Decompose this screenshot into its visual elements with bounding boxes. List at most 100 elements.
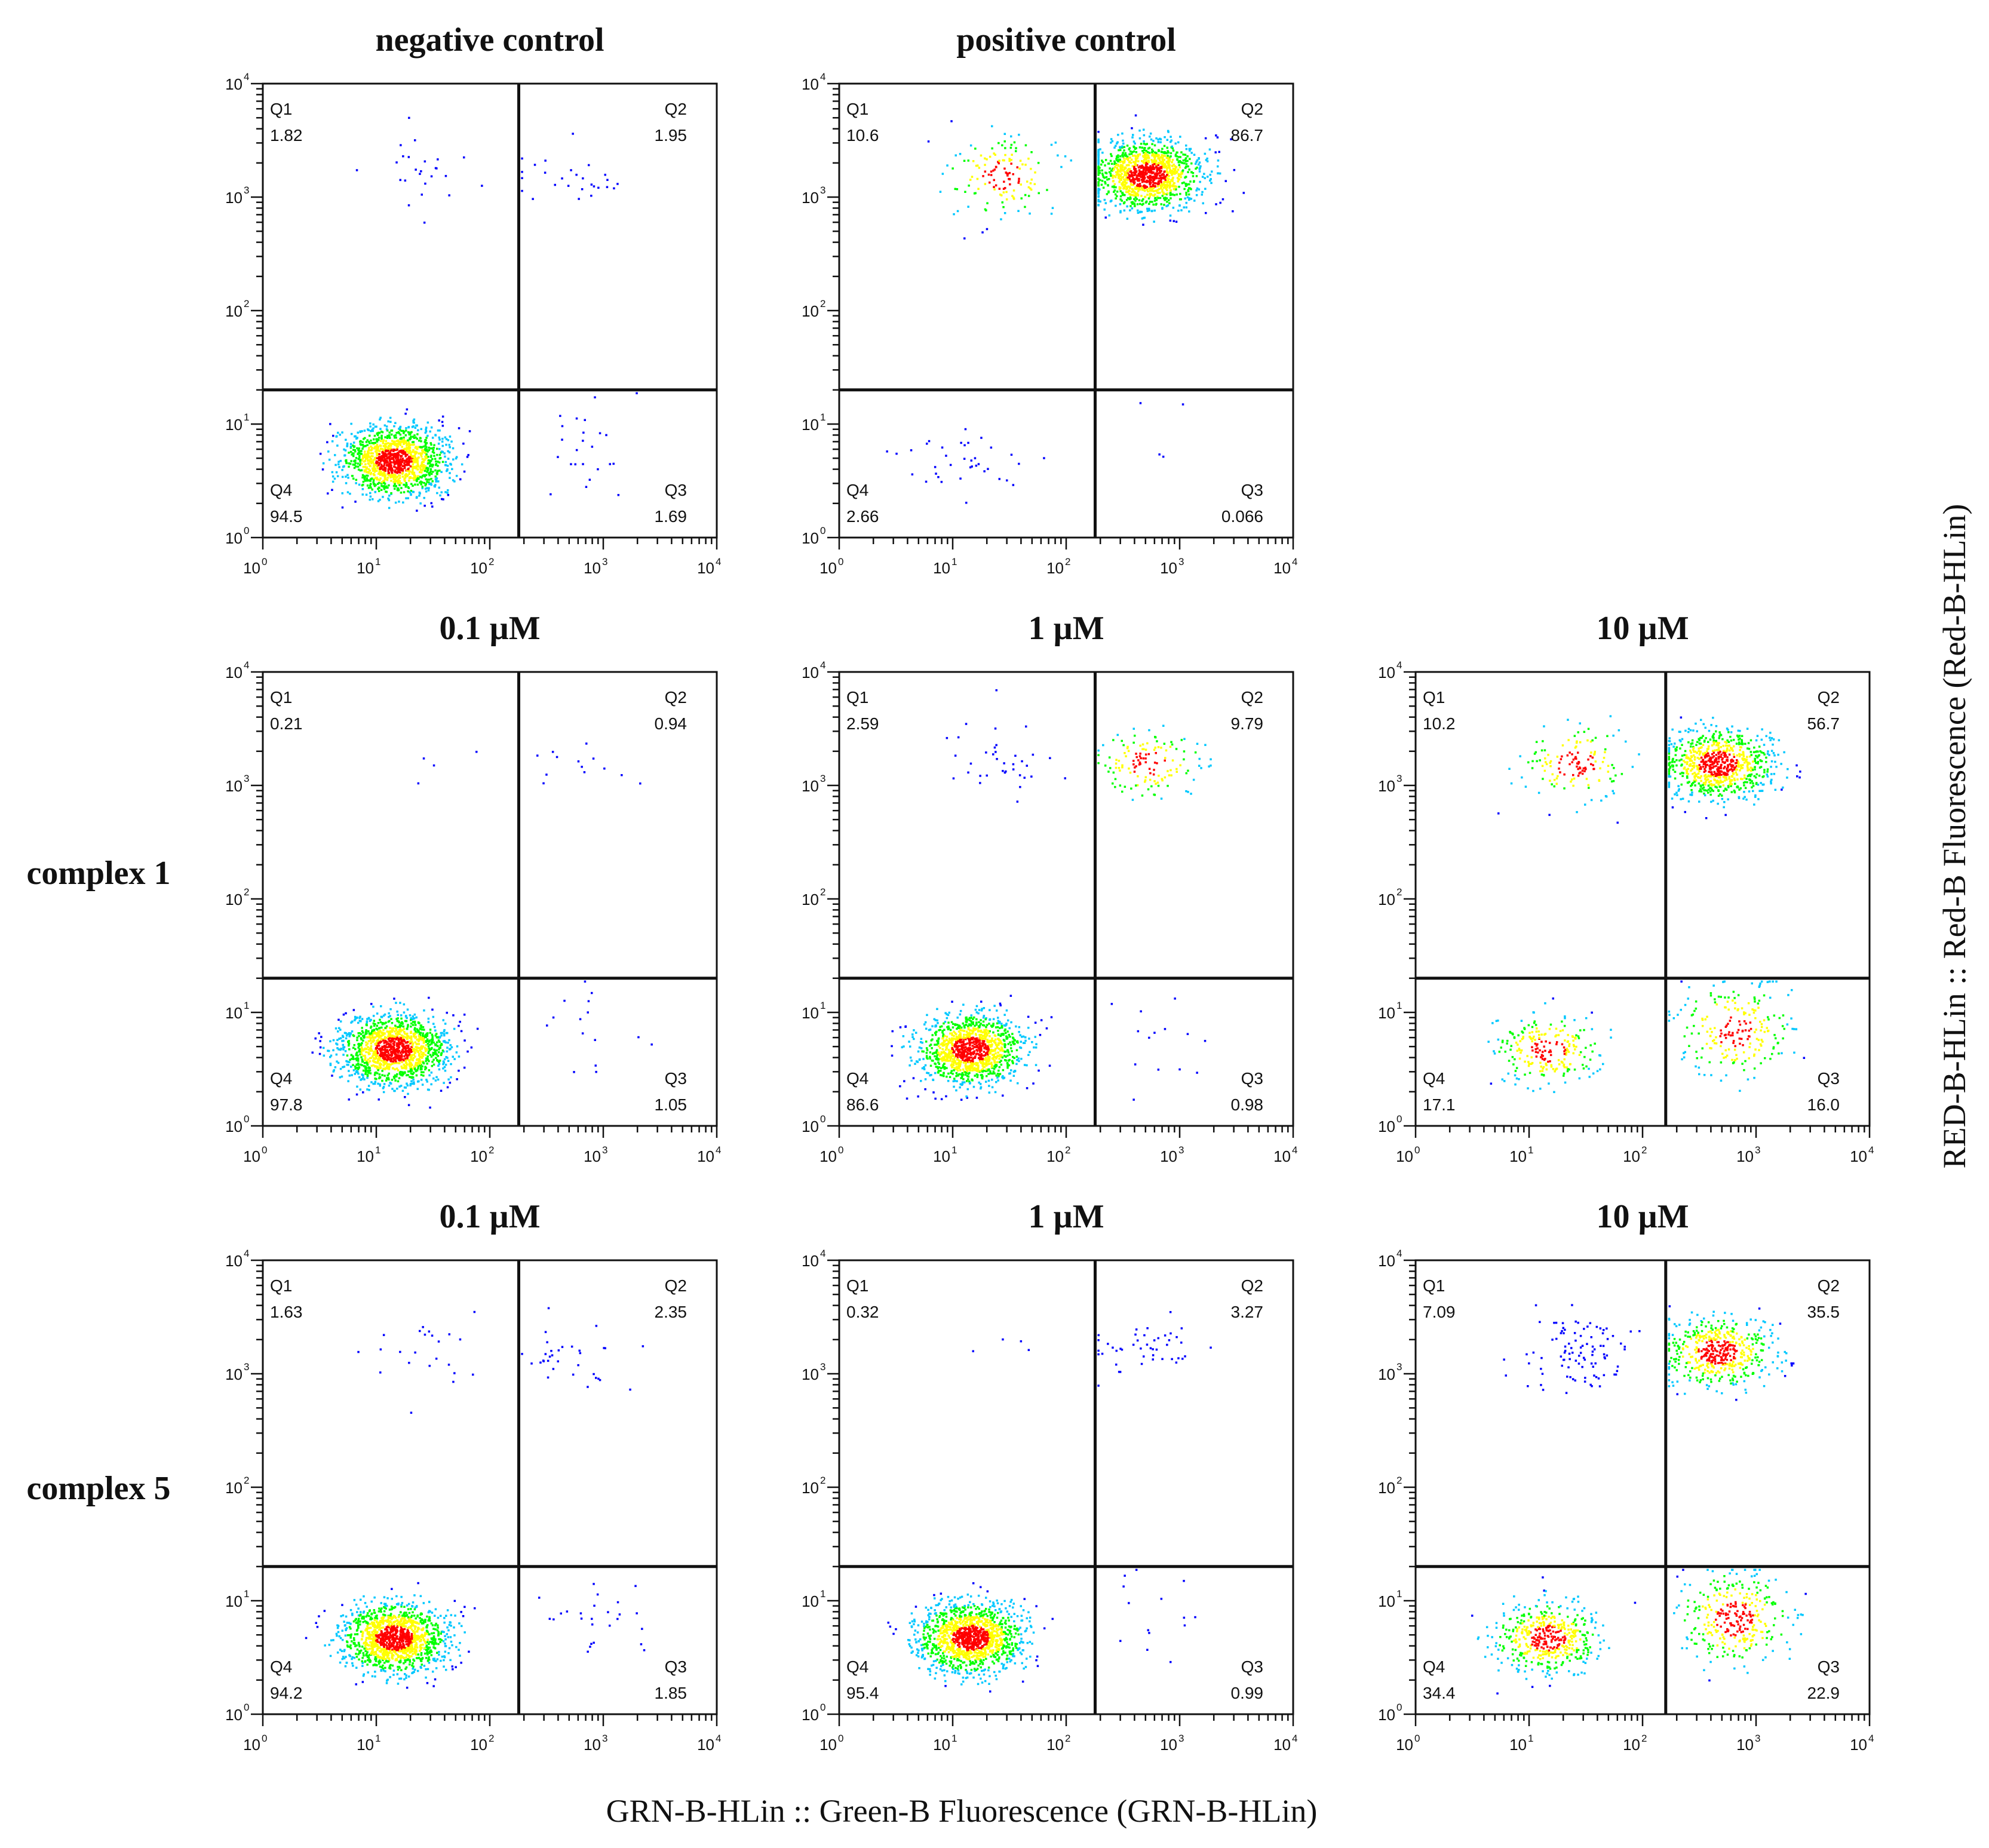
- event-dot: [397, 1080, 400, 1083]
- x-tick-label: 10: [470, 559, 487, 577]
- axis-ticks: [827, 82, 1294, 550]
- event-dot: [408, 470, 410, 472]
- event-dot: [383, 485, 385, 487]
- event-dot: [382, 1091, 385, 1094]
- event-dot: [1112, 176, 1114, 179]
- event-dot: [421, 1039, 423, 1042]
- y-tick-label: 10: [225, 1004, 243, 1022]
- event-dot: [455, 475, 458, 477]
- event-dot: [343, 454, 346, 457]
- event-dot: [361, 484, 364, 487]
- event-dot: [420, 471, 423, 474]
- event-dot: [1181, 170, 1184, 173]
- event-dot: [1115, 158, 1118, 160]
- event-dot: [995, 1080, 997, 1083]
- event-dot: [1181, 162, 1184, 164]
- event-dot: [428, 474, 431, 477]
- event-dot: [1121, 146, 1124, 149]
- event-dot: [1125, 188, 1128, 191]
- event-dot: [434, 1049, 437, 1052]
- event-dot: [412, 1059, 414, 1061]
- event-dot: [1148, 202, 1150, 205]
- event-dot: [386, 429, 389, 432]
- event-dot: [354, 449, 356, 452]
- event-dot: [366, 1018, 369, 1020]
- event-dot: [350, 460, 352, 462]
- event-dot: [391, 1040, 394, 1042]
- event-dot: [354, 1065, 357, 1068]
- event-dot: [1097, 154, 1100, 156]
- event-dot: [382, 1067, 385, 1070]
- event-dot: [393, 997, 395, 1000]
- event-dot: [371, 488, 373, 491]
- event-dot: [990, 446, 993, 449]
- event-dot: [356, 1057, 358, 1060]
- event-dot: [1027, 1027, 1030, 1029]
- event-dot: [584, 980, 587, 983]
- event-dot: [382, 496, 384, 498]
- event-dot: [1148, 207, 1150, 210]
- event-dot: [383, 1023, 386, 1025]
- event-dot: [376, 1052, 379, 1054]
- event-dot: [1138, 137, 1141, 140]
- event-dot: [361, 441, 364, 443]
- event-dot: [387, 446, 389, 449]
- event-dot: [365, 1048, 368, 1050]
- event-dot: [446, 1011, 448, 1014]
- event-dot: [389, 1063, 392, 1066]
- event-dot: [378, 1073, 381, 1076]
- event-dot: [410, 1025, 412, 1028]
- event-dot: [1142, 170, 1144, 173]
- event-dot: [605, 434, 607, 437]
- event-dot: [425, 1079, 428, 1081]
- event-dot: [398, 441, 401, 444]
- event-dot: [1150, 189, 1153, 192]
- event-dot: [379, 1048, 381, 1051]
- event-dot: [609, 463, 611, 465]
- event-dot: [414, 483, 416, 486]
- event-dot: [406, 484, 408, 486]
- event-dot: [436, 1045, 439, 1047]
- event-dot: [406, 458, 408, 461]
- event-dot: [413, 1029, 416, 1031]
- event-dot: [405, 1020, 408, 1023]
- event-dot: [1224, 180, 1227, 182]
- event-dot: [432, 449, 435, 452]
- event-dot: [405, 1045, 408, 1047]
- event-dot: [986, 202, 989, 204]
- x-tick-label: 10: [1046, 559, 1064, 577]
- event-dot: [377, 1058, 379, 1061]
- event-dot: [425, 1067, 428, 1069]
- event-dot: [1155, 172, 1158, 174]
- event-dot: [408, 433, 410, 435]
- event-dot: [990, 174, 993, 176]
- event-dot: [1189, 180, 1192, 183]
- event-dot: [426, 1040, 429, 1042]
- event-dot: [411, 1073, 414, 1075]
- y-tick-label: 10: [802, 1118, 819, 1135]
- event-dot: [415, 1024, 417, 1026]
- event-dot: [1143, 159, 1146, 161]
- event-dot: [466, 456, 469, 458]
- event-dot: [378, 479, 381, 481]
- event-dot: [552, 1016, 555, 1019]
- event-dot: [381, 452, 383, 454]
- event-dot: [1155, 176, 1158, 178]
- event-dot: [361, 1018, 364, 1020]
- event-dot: [1133, 165, 1135, 168]
- event-dot: [1135, 192, 1137, 195]
- event-dot: [1133, 146, 1135, 148]
- event-dot: [462, 443, 465, 445]
- event-dot: [386, 486, 389, 489]
- event-dot: [419, 1060, 422, 1063]
- event-dot: [431, 1061, 434, 1063]
- event-dot: [331, 489, 333, 491]
- y-tick-exponent: 0: [244, 525, 249, 536]
- event-dot: [420, 452, 423, 455]
- event-dot: [385, 425, 388, 428]
- event-dot: [1173, 194, 1176, 197]
- event-dot: [1171, 177, 1174, 180]
- event-dot: [397, 478, 400, 480]
- event-dot: [1116, 159, 1118, 162]
- event-dot: [362, 456, 364, 459]
